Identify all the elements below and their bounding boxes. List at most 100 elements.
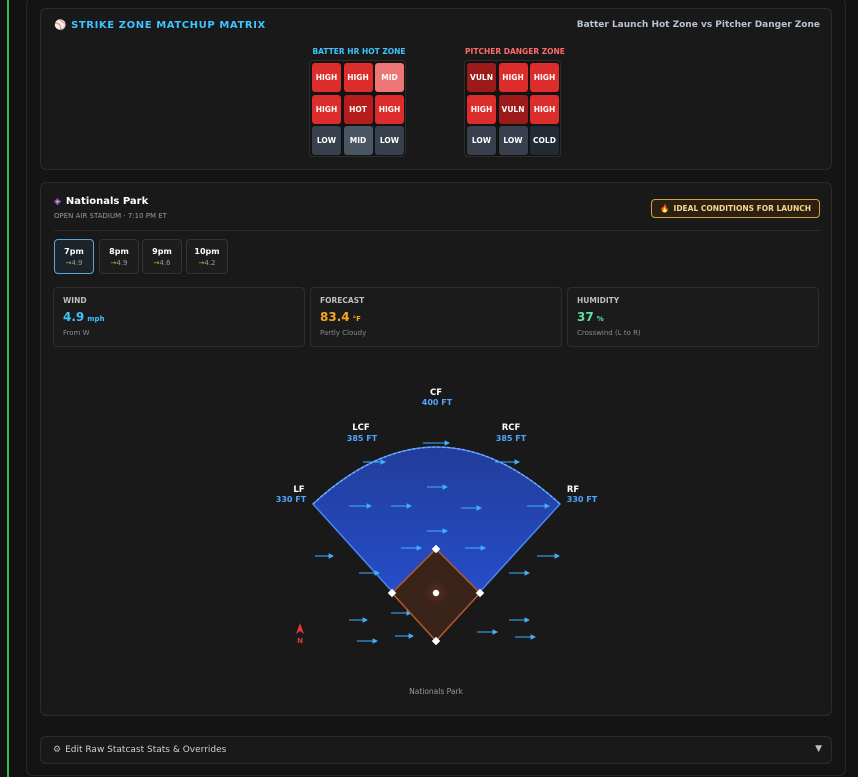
wind-arrows <box>315 440 561 644</box>
outfield-fence <box>312 446 561 505</box>
batter-zone-label: BATTER HR HOT ZONE <box>312 47 406 56</box>
zone-cell: LOW <box>467 126 496 155</box>
first-base <box>475 588 485 598</box>
pitcher-zone-label: PITCHER DANGER ZONE <box>465 47 565 56</box>
zone-cell: HIGH <box>498 63 528 92</box>
time-tab-8pm[interactable]: 8pm →4.9 <box>99 239 139 274</box>
second-base <box>431 544 441 554</box>
wind-card: WIND 4.9 mph From W <box>53 287 305 347</box>
time-wind: →4.6 <box>143 259 181 267</box>
pitcher-danger-zone-grid: VULN HIGH HIGH HIGH VULN HIGH LOW LOW COLD <box>464 60 561 157</box>
chevron-down-icon[interactable]: ▼ <box>815 744 822 754</box>
time-tab-7pm[interactable]: 7pm →4.9 <box>54 239 94 274</box>
time-wind-value: 4.9 <box>71 259 83 267</box>
zone-cell: HIGH <box>343 63 373 92</box>
forecast-unit: °F <box>352 315 361 323</box>
forecast-value: 83.4 °F <box>320 310 361 324</box>
zone-cell: MID <box>375 63 404 92</box>
time-wind-value: 4.9 <box>116 259 128 267</box>
humidity-value-number: 37 <box>577 310 594 324</box>
forecast-card: FORECAST 83.4 °F Partly Cloudy <box>310 287 562 347</box>
time-wind: →4.2 <box>187 259 227 267</box>
gear-icon: ⚙ <box>53 745 62 755</box>
zone-cell: LOW <box>498 126 528 155</box>
north-label: N <box>297 637 303 645</box>
fence-distance-rcf: 385 FT <box>496 434 527 443</box>
time-label: 8pm <box>109 247 129 256</box>
zone-cell: LOW <box>375 126 404 155</box>
time-wind-value: 4.2 <box>204 259 216 267</box>
forecast-label: FORECAST <box>320 296 365 305</box>
park-name: ◈ Nationals Park <box>54 196 148 207</box>
park-subtitle: OPEN AIR STADIUM · 7:10 PM ET <box>54 212 167 220</box>
edit-stats-text: Edit Raw Statcast Stats & Overrides <box>65 745 227 755</box>
zone-cell: VULN <box>467 63 496 92</box>
strike-zone-title: ⚾ STRIKE ZONE MATCHUP MATRIX <box>54 20 266 31</box>
fence-distance-cf: 400 FT <box>422 398 453 407</box>
field-caption: Nationals Park <box>409 687 463 696</box>
home-plate <box>431 636 441 646</box>
wind-label: WIND <box>63 296 87 305</box>
strike-zone-title-text: STRIKE ZONE MATCHUP MATRIX <box>71 20 266 31</box>
zone-cell: HOT <box>343 94 373 124</box>
left-accent-rail <box>7 0 9 777</box>
batter-hot-zone-grid: HIGH HIGH MID HIGH HOT HIGH LOW MID LOW <box>309 60 406 157</box>
fence-label-rcf: RCF <box>502 423 521 433</box>
zone-cell: LOW <box>312 126 341 155</box>
zone-cell: HIGH <box>467 94 496 124</box>
third-base <box>387 588 397 598</box>
forecast-note: Partly Cloudy <box>320 329 367 337</box>
edit-stats-label: ⚙ Edit Raw Statcast Stats & Overrides <box>53 745 226 755</box>
fence-label-lcf: LCF <box>352 423 370 433</box>
humidity-card: HUMIDITY 37% Crosswind (L to R) <box>567 287 819 347</box>
wind-value-number: 4.9 <box>63 310 85 324</box>
wind-arrow-icon: → <box>110 259 117 267</box>
wind-arrow-icon: → <box>198 259 205 267</box>
fence-label-rf: RF <box>567 485 580 495</box>
humidity-unit: % <box>596 315 604 323</box>
forecast-value-number: 83.4 <box>320 310 350 324</box>
header-divider <box>54 230 820 231</box>
fence-label-lf: LF <box>293 485 304 495</box>
park-name-text: Nationals Park <box>65 196 149 207</box>
wind-arrow-icon: → <box>65 259 72 267</box>
wind-value: 4.9 mph <box>63 310 105 324</box>
wind-arrow-icon: → <box>153 259 160 267</box>
fence-distance-lf: 330 FT <box>276 495 307 504</box>
strike-zone-panel: ⚾ STRIKE ZONE MATCHUP MATRIX Batter Launc… <box>40 8 832 170</box>
wind-unit: mph <box>87 315 105 323</box>
time-label: 9pm <box>152 247 172 256</box>
fire-icon: 🔥 <box>660 204 670 213</box>
stadium-icon: ◈ <box>54 197 61 207</box>
time-label: 7pm <box>64 247 84 256</box>
time-tab-9pm[interactable]: 9pm →4.6 <box>142 239 182 274</box>
baseball-icon: ⚾ <box>54 20 68 31</box>
edit-stats-toggle[interactable]: ⚙ Edit Raw Statcast Stats & Overrides ▼ <box>40 736 832 764</box>
park-panel: ◈ Nationals Park OPEN AIR STADIUM · 7:10 … <box>40 182 832 716</box>
outfield-grass <box>311 446 562 642</box>
strike-zone-subtitle: Batter Launch Hot Zone vs Pitcher Danger… <box>576 20 820 30</box>
ideal-conditions-text: IDEAL CONDITIONS FOR LAUNCH <box>673 204 811 213</box>
fence-distance-lcf: 385 FT <box>347 434 378 443</box>
time-label: 10pm <box>194 247 220 256</box>
ballpark-diagram: LF 330 FT LCF 385 FT CF 400 FT RCF 385 F… <box>276 388 598 696</box>
humidity-label: HUMIDITY <box>577 296 620 305</box>
north-arrow-icon <box>296 623 304 634</box>
zone-cell: HIGH <box>530 94 559 124</box>
wind-note: From W <box>63 329 90 337</box>
time-wind: →4.9 <box>100 259 138 267</box>
zone-cell: HIGH <box>530 63 559 92</box>
time-wind: →4.9 <box>55 259 93 267</box>
zone-cell: MID <box>343 126 373 155</box>
time-wind-value: 4.6 <box>159 259 171 267</box>
ideal-conditions-badge: 🔥 IDEAL CONDITIONS FOR LAUNCH <box>651 199 820 218</box>
pitching-rubber <box>432 589 440 597</box>
zone-cell: VULN <box>498 94 528 124</box>
fence-distance-rf: 330 FT <box>567 495 598 504</box>
fence-label-cf: CF <box>430 388 442 398</box>
zone-cell: COLD <box>530 126 559 155</box>
time-tab-10pm[interactable]: 10pm →4.2 <box>186 239 228 274</box>
humidity-note: Crosswind (L to R) <box>577 329 641 337</box>
zone-cell: HIGH <box>312 94 341 124</box>
zone-cell: HIGH <box>312 63 341 92</box>
